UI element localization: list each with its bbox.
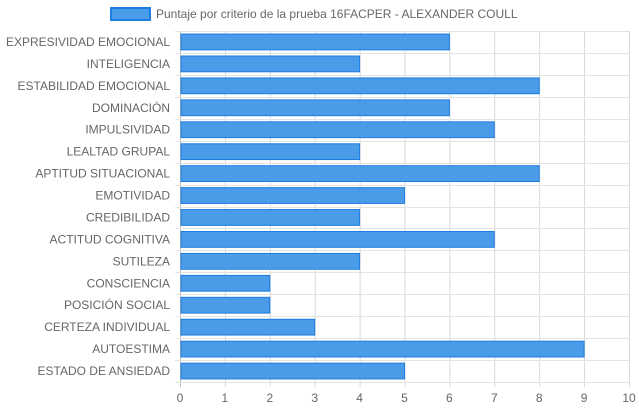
category-label: DOMINACIÓN — [92, 100, 170, 115]
category-label: CREDIBILIDAD — [86, 210, 170, 224]
bar[interactable] — [180, 274, 271, 292]
bar[interactable] — [180, 143, 361, 161]
bar[interactable] — [180, 340, 585, 358]
bar[interactable] — [180, 209, 361, 226]
x-tick-label: 7 — [491, 391, 498, 405]
legend[interactable]: Puntaje por criterio de la prueba 16FACP… — [110, 7, 518, 21]
category-label: INTELIGENCIA — [87, 57, 170, 71]
x-tick-label: 10 — [622, 391, 636, 405]
category-label: CERTEZA INDIVIDUAL — [44, 320, 170, 334]
bar[interactable] — [180, 252, 361, 270]
x-axis-ticks: 0 1 2 3 4 5 6 7 8 9 10 — [177, 391, 636, 405]
bar[interactable] — [180, 121, 495, 139]
category-label: CONSCIENCIA — [87, 276, 170, 290]
category-label: POSICIÓN SOCIAL — [64, 297, 170, 312]
bar[interactable] — [180, 231, 495, 248]
x-tick-label: 1 — [222, 391, 229, 405]
bar[interactable] — [180, 187, 405, 204]
category-label: EMOTIVIDAD — [95, 189, 170, 203]
bars — [180, 33, 585, 380]
category-label: LEALTAD GRUPAL — [67, 145, 171, 159]
category-label: AUTOESTIMA — [92, 342, 170, 356]
bar[interactable] — [180, 55, 361, 73]
bar[interactable] — [180, 77, 540, 95]
category-label: IMPULSIVIDAD — [85, 123, 170, 137]
x-tick-label: 8 — [536, 391, 543, 405]
x-tick-label: 0 — [177, 391, 184, 405]
category-label: ESTADO DE ANSIEDAD — [38, 364, 171, 378]
bar[interactable] — [180, 296, 271, 314]
category-label: SUTILEZA — [113, 254, 170, 268]
x-tick-label: 4 — [356, 391, 363, 405]
category-labels: EXPRESIVIDAD EMOCIONAL INTELIGENCIA ESTABI… — [6, 35, 170, 378]
bar[interactable] — [180, 165, 540, 182]
legend-swatch — [110, 7, 151, 21]
x-tick-label: 3 — [311, 391, 318, 405]
legend-label: Puntaje por criterio de la prueba 16FACP… — [156, 7, 518, 21]
category-label: EXPRESIVIDAD EMOCIONAL — [6, 35, 170, 49]
category-label: APTITUD SITUACIONAL — [35, 167, 170, 181]
bar[interactable] — [180, 99, 450, 117]
x-tick-label: 5 — [401, 391, 408, 405]
x-tick-label: 2 — [266, 391, 273, 405]
category-label: ACTITUD COGNITIVA — [50, 232, 170, 246]
category-label: ESTABILIDAD EMOCIONAL — [18, 79, 171, 93]
x-tick-label: 6 — [446, 391, 453, 405]
bar[interactable] — [180, 33, 450, 51]
x-tick-label: 9 — [581, 391, 588, 405]
bar[interactable] — [180, 362, 405, 380]
bar[interactable] — [180, 318, 316, 336]
